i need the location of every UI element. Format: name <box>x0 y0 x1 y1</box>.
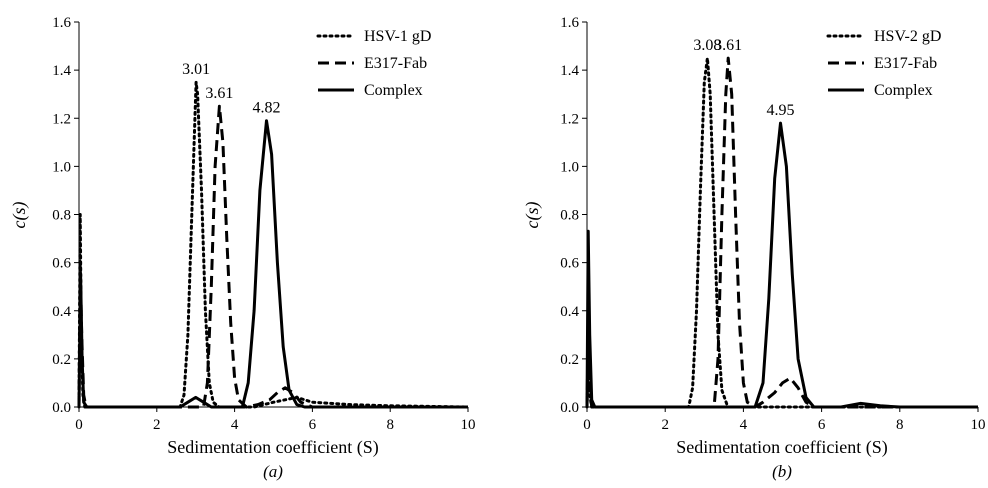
peak-label: 4.82 <box>252 100 280 117</box>
panel-label-b: (b) <box>772 462 792 481</box>
y-tick-label: 1.2 <box>560 111 579 127</box>
y-tick-label: 1.6 <box>560 15 579 31</box>
series-line-solid <box>77 119 468 409</box>
y-axis-label-a: c(s) <box>9 202 30 229</box>
legend-label: E317-Fab <box>874 55 937 72</box>
x-tick-label: 4 <box>740 417 748 433</box>
y-tick-label: 1.4 <box>560 63 579 79</box>
y-tick-label: 0.6 <box>560 256 579 272</box>
y-tick-label: 0.2 <box>52 352 71 368</box>
x-axis-label-b: Sedimentation coefficient (S) <box>676 437 888 458</box>
x-tick-label: 10 <box>971 417 986 433</box>
y-tick-label: 0.8 <box>560 208 579 224</box>
y-tick-label: 0.8 <box>52 208 71 224</box>
y-tick-label: 0.4 <box>52 304 71 320</box>
x-axis-label-a: Sedimentation coefficient (S) <box>167 437 379 458</box>
legend-label: HSV-1 gD <box>364 28 431 45</box>
x-tick-label: 2 <box>661 417 669 433</box>
y-tick-label: 1.4 <box>52 63 71 79</box>
peak-label: 3.01 <box>182 61 210 78</box>
panel-label-a: (a) <box>263 462 283 481</box>
series-layer-a <box>77 80 470 409</box>
x-tick-label: 2 <box>153 417 161 433</box>
y-tick-label: 0.2 <box>560 352 579 368</box>
y-tick-label: 0.0 <box>560 400 579 416</box>
x-tick-label: 0 <box>583 417 591 433</box>
y-tick-label: 0.4 <box>560 304 579 320</box>
x-tick-label: 6 <box>309 417 317 433</box>
legend-a: HSV-1 gD E317-Fab Complex <box>316 28 431 99</box>
x-tick-label: 8 <box>896 417 904 433</box>
x-tick-label: 4 <box>231 417 239 433</box>
y-tick-label: 0.6 <box>52 256 71 272</box>
chart-panel-b: 0.0 0.2 0.4 0.6 0.8 1.0 1.2 1.4 1.6 0 2 4 6 8 10 3.083… <box>522 15 986 481</box>
axes-a: 0.0 0.2 0.4 0.6 0.8 1.0 1.2 1.4 1.6 0 2 4 6 8 10 <box>52 15 475 433</box>
legend-label: Complex <box>874 82 933 99</box>
y-tick-label: 1.0 <box>52 159 71 175</box>
series-line-dotted <box>77 80 470 409</box>
x-tick-label: 8 <box>386 417 394 433</box>
series-line-dashed <box>77 104 468 409</box>
annotation-layer-b: 3.083.61 4.95 <box>693 37 794 119</box>
y-tick-label: 1.6 <box>52 15 71 31</box>
x-tick-label: 6 <box>818 417 826 433</box>
y-tick-label: 1.2 <box>52 111 71 127</box>
legend-label: Complex <box>364 82 423 99</box>
y-tick-label: 0.0 <box>52 400 71 416</box>
series-line-solid <box>585 121 978 409</box>
peak-label: 3.61 <box>205 85 233 102</box>
chart-panel-a: 0.00.20.40.60.81.01.21.41.60 2 4 6 8 10 3.013… <box>9 15 476 481</box>
annotation-layer-a: 3.01 3.61 4.82 <box>182 61 280 117</box>
peak-label: 3.08 <box>693 37 721 54</box>
x-tick-label: 0 <box>75 417 83 433</box>
legend-label: E317-Fab <box>364 55 427 72</box>
legend-b: HSV-2 gD E317-Fab Complex <box>826 28 941 99</box>
legend-label: HSV-2 gD <box>874 28 941 45</box>
x-tick-label: 10 <box>461 417 476 433</box>
peak-label: 3.61 <box>714 37 742 54</box>
y-tick-label: 1.0 <box>560 159 579 175</box>
y-axis-label-b: c(s) <box>522 202 543 229</box>
peak-label: 4.95 <box>767 102 795 119</box>
series-layer-b <box>585 56 980 409</box>
